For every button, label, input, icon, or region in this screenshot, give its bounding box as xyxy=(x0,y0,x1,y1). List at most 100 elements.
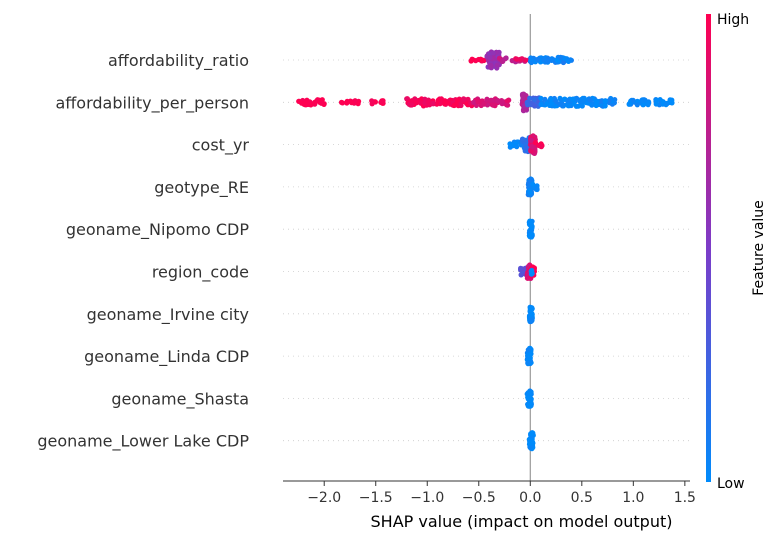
shap-point xyxy=(542,96,548,102)
shap-point xyxy=(308,102,314,108)
feature-label: geoname_Shasta xyxy=(111,389,249,409)
shap-point xyxy=(640,102,647,108)
shap-point xyxy=(503,55,509,61)
shap-point xyxy=(458,102,464,109)
shap-point xyxy=(532,103,538,109)
shap-point xyxy=(499,98,505,104)
x-tick-label: −2.0 xyxy=(307,490,341,506)
shap-point xyxy=(500,58,506,64)
shap-point xyxy=(602,103,608,109)
shap-point xyxy=(528,177,534,183)
feature-label: region_code xyxy=(152,263,249,283)
shap-point xyxy=(487,54,493,61)
shap-point xyxy=(520,95,526,101)
shap-point xyxy=(470,57,476,63)
shap-point xyxy=(430,100,436,106)
shap-point xyxy=(527,306,534,312)
shap-point xyxy=(413,100,419,106)
shap-point xyxy=(445,100,451,106)
shap-point xyxy=(532,140,539,146)
shap-point xyxy=(490,102,496,108)
shap-point xyxy=(528,318,535,324)
feature-label: cost_yr xyxy=(192,136,250,156)
shap-point xyxy=(465,96,471,102)
shap-point xyxy=(630,97,636,103)
feature-label: geoname_Irvine city xyxy=(87,305,249,325)
feature-label: geotype_RE xyxy=(154,178,249,198)
shap-point xyxy=(304,97,310,103)
shap-point xyxy=(642,97,648,103)
shap-point xyxy=(528,56,534,62)
feature-label: affordability_per_person xyxy=(55,93,249,113)
feature-label: geoname_Linda CDP xyxy=(84,347,249,367)
shap-point xyxy=(513,56,519,62)
shap-point xyxy=(513,143,519,149)
shap-point xyxy=(534,186,540,193)
shap-point xyxy=(435,97,441,103)
shap-point xyxy=(668,98,675,105)
shap-point xyxy=(538,95,544,101)
shap-point xyxy=(338,99,345,105)
shap-point xyxy=(626,101,632,107)
x-axis-label: SHAP value (impact on model output) xyxy=(371,512,673,531)
shap-point xyxy=(531,96,538,102)
shap-point xyxy=(645,102,651,108)
shap-point xyxy=(518,272,524,278)
shap-point xyxy=(409,98,415,104)
shap-point xyxy=(475,99,481,105)
shap-point xyxy=(312,100,318,106)
shap-point xyxy=(488,97,494,103)
colorbar-title: Feature value xyxy=(751,200,767,296)
shap-point xyxy=(318,100,324,106)
shap-point xyxy=(344,98,350,104)
feature-label: geoname_Lower Lake CDP xyxy=(37,432,249,452)
shap-point xyxy=(349,100,355,106)
shap-point xyxy=(528,351,534,357)
shap-point xyxy=(490,50,496,56)
shap-point xyxy=(479,57,485,63)
x-tick-label: 0.5 xyxy=(571,490,593,506)
shap-point xyxy=(581,95,587,101)
shap-point xyxy=(602,98,609,104)
shap-point xyxy=(303,102,309,108)
shap-point xyxy=(566,103,572,109)
shap-point xyxy=(455,97,461,103)
shap-point xyxy=(558,54,564,61)
shap-point xyxy=(379,99,385,105)
shap-point xyxy=(518,56,524,62)
shap-point xyxy=(495,97,501,104)
shap-point xyxy=(509,142,515,148)
shap-point xyxy=(451,102,457,109)
shap-point xyxy=(538,144,545,150)
shap-point xyxy=(494,62,500,68)
shap-point xyxy=(654,97,660,103)
shap-point xyxy=(529,311,535,317)
beeswarm-points xyxy=(296,49,675,452)
shap-point xyxy=(527,440,533,446)
shap-point xyxy=(471,99,477,105)
x-tick-label: −0.5 xyxy=(462,490,496,506)
feature-labels: affordability_ratio affordability_per_per… xyxy=(37,51,249,452)
shap-point xyxy=(528,223,534,229)
shap-point xyxy=(634,102,640,108)
shap-point xyxy=(527,190,533,196)
shap-point xyxy=(549,56,555,62)
shap-point xyxy=(593,102,599,109)
shap-point xyxy=(535,56,541,63)
shap-point xyxy=(518,265,524,271)
feature-label: affordability_ratio xyxy=(108,51,249,71)
shap-point xyxy=(653,101,659,107)
colorbar-high-label: High xyxy=(717,12,749,28)
shap-point xyxy=(565,98,571,104)
shap-point xyxy=(481,101,487,107)
shap-point xyxy=(526,402,532,408)
x-tick-label: 0.0 xyxy=(519,490,541,506)
shap-point xyxy=(560,59,567,66)
shap-point xyxy=(663,101,670,107)
shap-point xyxy=(529,144,535,150)
shap-point xyxy=(504,98,511,104)
shap-point xyxy=(299,100,305,106)
x-tick-label: 1.0 xyxy=(622,490,644,506)
x-tick-label: 1.5 xyxy=(674,490,696,506)
